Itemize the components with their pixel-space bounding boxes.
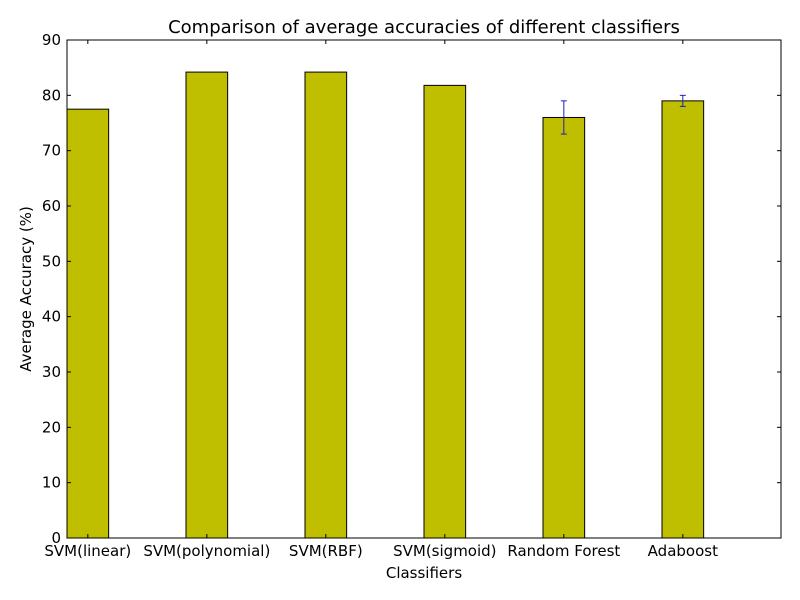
plot-frame [66, 39, 782, 539]
error-bars-group [560, 94, 686, 135]
y-axis-ticks: 0 10 20 30 40 50 60 70 80 90 [42, 31, 781, 547]
y-tick-label: 40 [42, 308, 61, 326]
x-tick-label: SVM(sigmoid) [393, 542, 496, 560]
y-axis-label: Average Accuracy (%) [17, 206, 35, 372]
x-axis-ticks: SVM(linear) SVM(polynomial) SVM(RBF) SVM(si… [44, 40, 718, 560]
bar-0 [66, 108, 110, 539]
y-tick-label: 30 [42, 363, 61, 381]
x-axis-label: Classifiers [386, 564, 462, 582]
x-tick-label: Random Forest [507, 542, 620, 560]
x-tick-label: Adaboost [648, 542, 718, 560]
y-tick-label: 50 [42, 252, 61, 270]
chart-title: Comparison of average accuracies of diff… [168, 17, 680, 38]
x-tick-label: SVM(linear) [44, 542, 131, 560]
x-tick-label: SVM(polynomial) [143, 542, 270, 560]
x-tick-label: SVM(RBF) [289, 542, 363, 560]
y-tick-label: 70 [42, 142, 61, 160]
y-tick-label: 90 [42, 31, 61, 49]
y-tick-label: 0 [51, 529, 61, 547]
y-tick-label: 20 [42, 418, 61, 436]
y-tick-label: 80 [42, 86, 61, 104]
bars-group [66, 71, 705, 539]
error-bar-4 [560, 100, 567, 135]
y-tick-label: 60 [42, 197, 61, 215]
y-tick-label: 10 [42, 474, 61, 492]
error-bar-5 [679, 94, 686, 107]
bar-3 [423, 84, 467, 539]
bar-5 [661, 100, 705, 539]
bar-4 [542, 116, 586, 539]
bar-2 [304, 71, 348, 539]
bar-1 [185, 71, 229, 539]
